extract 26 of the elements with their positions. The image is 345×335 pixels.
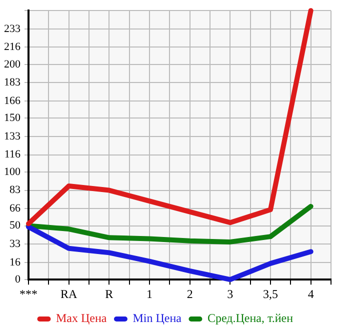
y-tick-label: 50: [10, 220, 21, 232]
y-tick-label: 150: [4, 112, 21, 124]
y-tick-label: 183: [4, 76, 21, 89]
y-tick-label: 66: [10, 202, 21, 214]
y-tick-label: 33: [10, 238, 21, 250]
y-tick-label: 0: [15, 273, 21, 286]
y-tick-label: 116: [4, 148, 21, 161]
y-tick-label: 100: [4, 166, 21, 178]
x-tick-label: 3: [227, 286, 234, 301]
legend-label: Max Цена: [56, 311, 108, 326]
y-tick-label: 83: [10, 184, 21, 196]
y-tick-label: 133: [4, 130, 21, 142]
y-tick-label: 200: [4, 58, 21, 70]
x-tick-label: R: [105, 286, 114, 301]
x-tick-label: 2: [186, 286, 193, 301]
y-tick-label: 233: [4, 22, 21, 35]
x-tick-label: ***: [20, 286, 38, 301]
y-tick-label: 16: [10, 256, 21, 268]
x-tick-label: 4: [308, 286, 314, 301]
y-tick-label: 166: [4, 94, 21, 107]
x-tick-label: 3,5: [263, 286, 278, 301]
x-tick-label: 1: [146, 286, 152, 301]
legend-label: Сред.Цена, т.йен: [207, 311, 294, 326]
legend-label: Min Цена: [132, 311, 182, 326]
x-tick-label: RA: [60, 286, 78, 301]
y-tick-label: 216: [4, 41, 21, 54]
